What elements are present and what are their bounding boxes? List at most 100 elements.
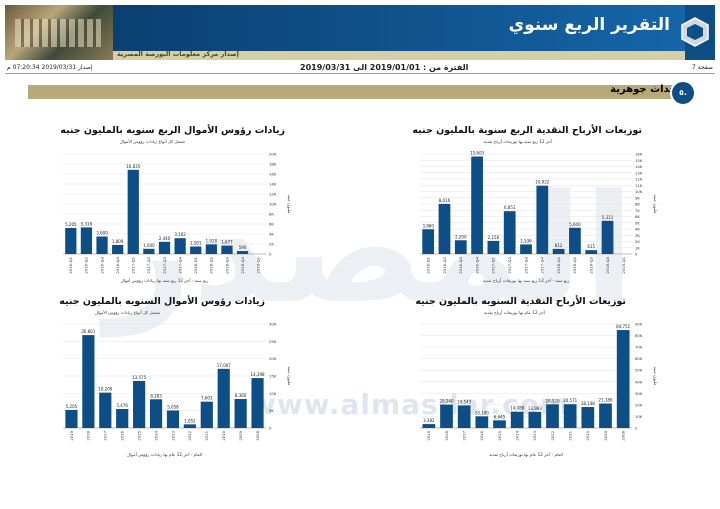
y-tick-label: 0: [269, 426, 272, 431]
x-tick-label: 2010: [221, 430, 226, 440]
bar: [166, 410, 180, 428]
bar: [251, 378, 264, 428]
y-tick-label: 14K: [635, 164, 643, 169]
data-label: 14,088: [510, 406, 524, 411]
data-label: 1,052: [184, 418, 196, 423]
bar: [546, 404, 559, 428]
y-tick-label: 12K: [635, 177, 643, 182]
data-label: 590: [239, 245, 247, 250]
x-tick-label: 2017-Q2: [507, 256, 512, 273]
y-tick-label: 6K: [269, 222, 274, 227]
data-label: 3,162: [174, 232, 186, 237]
data-label: 84,751: [616, 324, 630, 329]
x-tick-label: 2016-Q2: [84, 256, 89, 273]
x-tick-label: 2018: [444, 430, 449, 440]
bar: [82, 335, 95, 428]
y-tick-label: 7K: [635, 208, 640, 213]
x-tick-label: 2017-Q1: [131, 256, 136, 273]
section-title: أحداث جوهرية: [610, 84, 680, 95]
data-label: 5,600: [569, 222, 581, 227]
x-tick-label: 2016: [120, 430, 125, 440]
y-tick-label: 60K: [635, 356, 643, 361]
bar: [200, 401, 213, 428]
y-tick-label: 12K: [269, 192, 277, 197]
data-label: 13,575: [132, 375, 146, 380]
bar: [127, 169, 139, 254]
data-label: 13,983: [528, 406, 542, 411]
x-tick-label: 2014: [514, 430, 519, 440]
bar: [133, 380, 146, 428]
data-label: 6,645: [494, 414, 506, 419]
bar: [205, 244, 217, 254]
bar: [569, 227, 581, 254]
y-tick-label: 4K: [269, 232, 274, 237]
chart-subtitle-annual-dividends: آخر 12 عام بها توزيعات أرباح نقدية: [483, 310, 545, 315]
y-tick-label: 10K: [269, 202, 277, 207]
bar: [221, 245, 233, 254]
issue-timestamp: إصدار 2019/03/31 07:20:34 م: [7, 64, 93, 71]
bar: [158, 241, 171, 254]
y-tick-label: 15K: [269, 374, 277, 379]
chart-subtitle-quarterly-dividends: آخر 12 ربع سنة بها توزيعات أرباح نقدية: [483, 139, 552, 144]
x-tick-label: 2016-Q4: [115, 256, 120, 273]
chart-subtitle-quarterly-capital: تشمل كل أنواع زيادات رؤوس الأموال: [119, 139, 185, 144]
x-tick-label: 2010: [585, 430, 590, 440]
data-label: 2,156: [488, 235, 500, 240]
chart-annual-dividends: 0 10K 20K 30K 40K 50K 60K 70K 80K 90K مليون جنيه 3,…: [420, 322, 658, 457]
page-number: صفحة 7: [692, 64, 713, 71]
y-tick-label: 0: [635, 426, 638, 431]
y-tick-label: 30K: [269, 322, 277, 327]
x-tick-label: 2013: [532, 430, 537, 440]
data-label: 10,100: [475, 410, 489, 415]
x-tick-label: 2017: [103, 430, 108, 440]
chart-quarterly-capital-increases: 0 2K 4K 6K 8K 10K 12K 14K 16K 18K 20K مليون جنيه 5,2…: [63, 152, 292, 283]
report-title: التقرير الربع سنوي: [508, 15, 670, 35]
y-tick-label: 15K: [635, 158, 643, 163]
y-tick-label: 11K: [635, 183, 643, 188]
y-tick-label: 6K: [635, 214, 640, 219]
x-axis-label: العام - آخر 12 عام بها زيادات رؤوس أموال: [127, 451, 202, 457]
report-header: التقرير الربع سنوي إصدار مركز معلومات ال…: [5, 5, 715, 60]
bar: [503, 211, 516, 254]
y-tick-label: 4K: [635, 227, 640, 232]
x-tick-label: 2018-Q1: [556, 256, 561, 273]
x-tick-label: 2008: [620, 430, 625, 440]
y-axis-label: مليون جنيه: [653, 195, 658, 214]
bar: [487, 240, 500, 254]
bar: [143, 248, 155, 254]
report-publisher: إصدار مركز معلومات البورصة المصرية: [117, 50, 239, 58]
data-label: 5,205: [65, 222, 77, 227]
y-tick-label: 20K: [635, 402, 643, 407]
header-divider: [5, 73, 715, 74]
bar: [99, 392, 112, 428]
data-label: 5,318: [81, 221, 93, 226]
y-tick-label: 10K: [635, 189, 643, 194]
x-tick-label: 2015: [497, 430, 502, 440]
x-axis-label: ربع سنة - آخر 12 ربع سنة بها توزيعات أرب…: [483, 277, 569, 283]
x-tick-label: 2015: [136, 430, 141, 440]
y-axis-label: مليون جنيه: [653, 367, 658, 386]
y-tick-label: 5K: [635, 220, 640, 225]
bar: [528, 411, 542, 428]
data-label: 10,922: [535, 180, 549, 185]
y-tick-label: 9K: [635, 195, 640, 200]
bar: [422, 424, 436, 428]
y-tick-label: 8K: [269, 212, 274, 217]
bar: [616, 330, 630, 428]
y-tick-label: 10K: [269, 391, 277, 396]
x-tick-label: 2008: [255, 430, 260, 440]
y-tick-label: 10K: [635, 414, 643, 419]
x-tick-label: 2009: [238, 430, 243, 440]
y-tick-label: 0: [269, 252, 272, 257]
bar: [599, 403, 612, 428]
x-tick-label: 2017-Q4: [540, 256, 545, 273]
x-tick-label: 2018-Q4: [605, 256, 610, 273]
data-label: 7,603: [201, 396, 213, 401]
y-tick-label: 16K: [635, 152, 643, 157]
data-label: 615: [587, 244, 595, 249]
data-label: 21,186: [599, 398, 613, 403]
bar: [493, 420, 506, 428]
bar: [236, 251, 249, 254]
bar: [183, 424, 196, 428]
